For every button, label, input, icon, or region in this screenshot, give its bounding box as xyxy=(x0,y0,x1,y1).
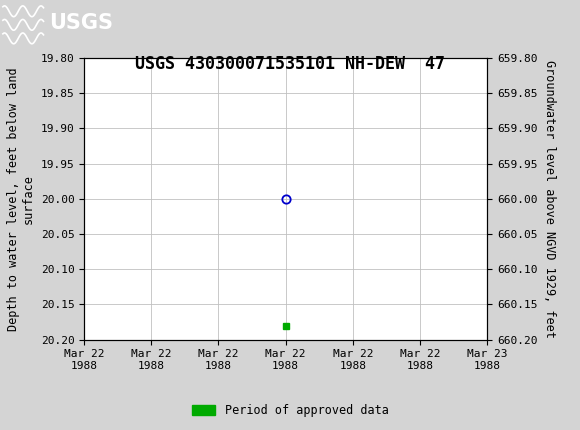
Y-axis label: Depth to water level, feet below land
surface: Depth to water level, feet below land su… xyxy=(7,67,35,331)
Legend: Period of approved data: Period of approved data xyxy=(187,399,393,422)
Text: USGS: USGS xyxy=(49,12,113,33)
Y-axis label: Groundwater level above NGVD 1929, feet: Groundwater level above NGVD 1929, feet xyxy=(543,60,556,338)
Text: USGS 430300071535101 NH-DEW  47: USGS 430300071535101 NH-DEW 47 xyxy=(135,55,445,73)
